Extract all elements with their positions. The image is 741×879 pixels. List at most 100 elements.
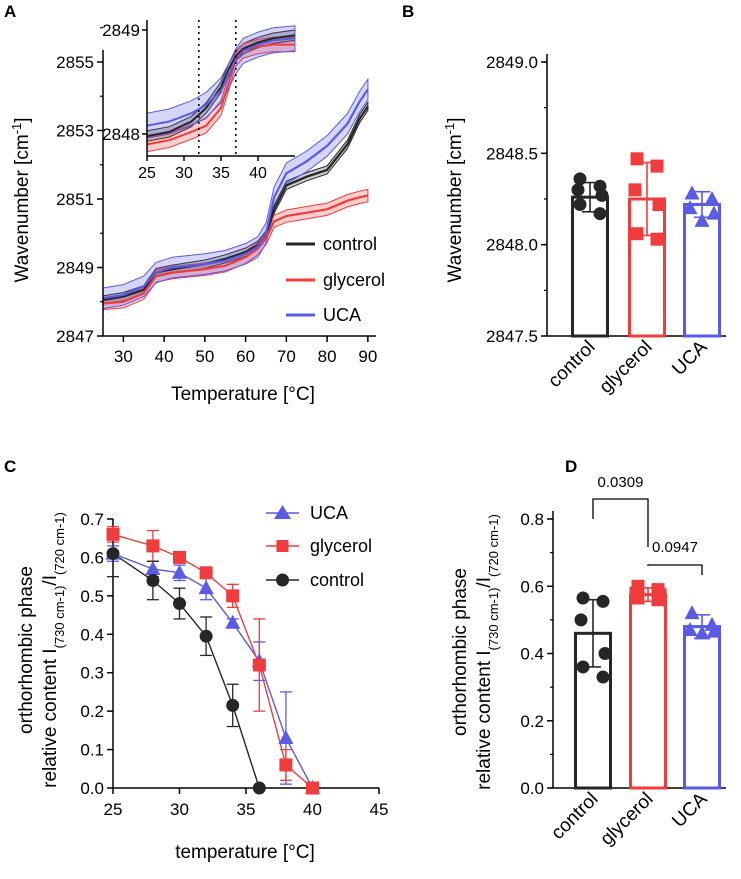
inset-band-glycerol [146,36,296,153]
chart-a-x-tick-label: 90 [358,347,377,366]
point-c-glycerol [146,539,160,553]
chart-d-point-control [596,670,610,684]
point-c-control [106,547,120,561]
chart-d-point-uca [682,621,698,636]
chart-a-y-tick-label: 2855 [56,53,94,72]
chart-d-y-label-top: orthorhombic phase [450,568,471,736]
line-a-glycerol [102,194,369,305]
chart-a-y-tick-label: 2851 [56,190,94,209]
inset-band-uca [146,25,296,139]
chart-d-point-uca [706,623,722,638]
chart-b: 2847.5 2848.0 2848.5 2849.0 controlglycerol… [442,53,726,398]
chart-d-y-label-bottom: relative content I(730 cm-1)/I(720 cm-1) [474,514,501,790]
chart-d-y-tick-label: 0.6 [520,577,544,596]
inset-line-glycerol [146,43,295,146]
chart-c-y-tick-label: 0.4 [80,625,104,644]
chart-a-x-tick-label: 40 [155,347,174,366]
panel-label-d: D [565,457,577,476]
chart-c-x-tick-label: 45 [370,800,389,819]
legend-marker-uca-c [274,505,291,519]
line-a-uca [102,88,369,300]
chart-d-point-control [596,594,610,608]
chart-c-x-tick-label: 25 [104,800,123,819]
chart-d-significance-bracket [592,498,649,547]
chart-d-point-uca [684,605,700,620]
chart-c-y-tick-label: 0.0 [80,779,104,798]
chart-b-category-label-uca: UCA [668,336,711,379]
panel-label-c: C [4,457,16,476]
legend-control-c: control [310,570,364,590]
chart-c-y-label-bottom: relative content I(730 cm-1)/I(720 cm-1) [40,512,67,788]
chart-d-category-label-glycerol: glycerol [596,789,657,850]
inset-line-control [146,34,296,138]
point-c-glycerol [226,589,240,603]
line-c-control [112,553,260,789]
chart-d-significance-bracket [647,564,703,575]
panel-label-b: B [402,2,414,21]
chart-b-point-uca [694,212,710,227]
point-c-uca [225,614,241,629]
chart-c-x-tick-label: 40 [303,800,322,819]
chart-c: 25 30 35 40 45 0.0 0.1 0.2 0.3 0.4 0.5 0.6 0.7 tempe… [16,503,388,863]
chart-c-x-label: temperature [°C] [175,842,315,863]
chart-c-x-tick-label: 30 [170,800,189,819]
chart-a-y-tick-label: 2847 [56,327,94,346]
point-c-control [146,573,160,587]
band-a-uca [102,77,369,310]
point-c-glycerol [279,758,293,772]
chart-c-y-label-top: orthorhombic phase [16,566,37,734]
chart-a: 30 40 50 60 70 80 90 2847 2849 2851 2853 2855 Tempe… [9,20,385,405]
chart-c-y-tick-label: 0.7 [80,510,104,529]
chart-b-category-label-control: control [544,337,599,392]
point-c-uca [198,580,214,595]
point-c-glycerol [173,550,186,564]
chart-a-x-tick-label: 60 [236,347,255,366]
chart-d-y-tick-label: 0.0 [520,779,544,798]
point-c-control [252,781,266,795]
legend-control: control [323,234,377,254]
inset-x-tick-label: 30 [175,165,193,182]
chart-b-point-control [595,188,609,202]
chart-c-y-tick-label: 0.5 [80,587,104,606]
chart-c-legend: UCA glycerol control [266,503,372,590]
legend-uca-c: UCA [310,503,348,523]
legend-glycerol-c: glycerol [310,536,372,556]
chart-b-y-tick-label: 2848.5 [486,144,538,163]
chart-a-y-label: Wavenumber [cm-1] [9,117,34,282]
legend-marker-control-c [276,573,289,587]
chart-b-point-glycerol [650,232,664,246]
chart-a-y-tick-label: 2853 [56,122,94,141]
chart-c-y-tick-label: 0.6 [80,548,104,567]
inset-x-tick-label: 35 [212,165,230,182]
chart-b-point-glycerol [652,197,666,211]
inset-y-tick-label: 2848 [102,125,140,144]
chart-b-point-control [573,172,587,186]
point-c-control [226,698,240,712]
chart-c-y-tick-label: 0.3 [80,664,104,683]
chart-d-y-tick-label: 0.8 [520,510,544,529]
chart-d-point-control [598,647,612,660]
chart-b-point-uca [684,185,700,200]
legend-uca: UCA [323,305,361,325]
point-c-control [173,597,186,611]
chart-a-x-tick-label: 50 [195,347,214,366]
chart-b-y-tick-label: 2848.0 [486,236,538,255]
chart-d-category-label-control: control [547,789,602,844]
chart-b-point-glycerol [630,227,644,241]
chart-d-y-tick-label: 0.4 [520,645,544,664]
point-c-uca [278,730,294,745]
chart-d-bar-glycerol [629,593,667,790]
panel-label-a: A [4,2,16,21]
chart-b-point-uca [682,200,698,215]
chart-b-category-label-glycerol: glycerol [595,337,656,398]
chart-a-x-tick-label: 30 [114,347,133,366]
point-c-uca [145,560,161,575]
point-c-control [199,629,213,643]
chart-a-x-tick-label: 70 [277,347,296,366]
chart-b-point-control [571,183,585,197]
chart-a-y-tick-label: 2849 [56,259,94,278]
chart-a-x-tick-label: 80 [318,347,337,366]
chart-b-y-label: Wavenumber [cm-1] [442,117,467,282]
